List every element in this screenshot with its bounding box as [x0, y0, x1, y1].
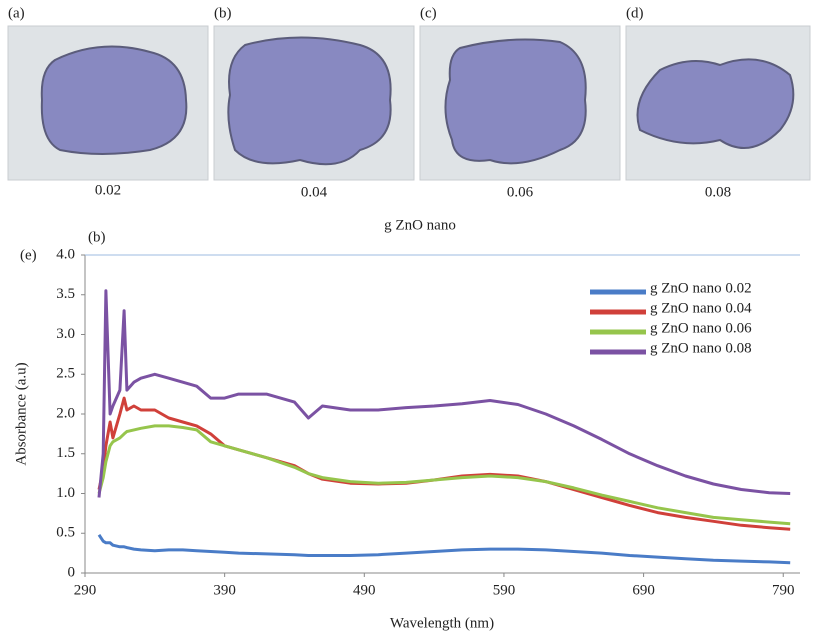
legend-label: g ZnO nano 0.08 — [650, 340, 752, 356]
y-tick-label: 0.5 — [56, 525, 75, 541]
y-tick-label: 0 — [68, 564, 76, 580]
x-tick-label: 790 — [772, 582, 795, 598]
photo-caption: 0.02 — [95, 182, 121, 198]
x-tick-label: 590 — [493, 582, 516, 598]
panel-label: (e) — [20, 247, 37, 263]
subplot-label: (b) — [88, 229, 106, 245]
legend-label: g ZnO nano 0.04 — [650, 300, 752, 316]
film — [42, 47, 187, 154]
photo-label: (d) — [626, 5, 644, 21]
x-tick-label: 390 — [213, 582, 236, 598]
film — [228, 38, 390, 165]
photo-caption: 0.08 — [705, 184, 731, 200]
photo-label: (b) — [214, 5, 232, 21]
photo-label: (c) — [420, 5, 437, 21]
legend-label: g ZnO nano 0.02 — [650, 280, 752, 296]
y-tick-label: 4.0 — [56, 246, 75, 262]
film — [638, 59, 794, 148]
x-tick-label: 490 — [353, 582, 376, 598]
photos-caption: g ZnO nano — [384, 217, 456, 233]
series-line — [99, 535, 790, 563]
film — [445, 40, 585, 164]
y-tick-label: 3.5 — [56, 286, 75, 302]
y-tick-label: 2.0 — [56, 405, 75, 421]
legend-label: g ZnO nano 0.06 — [650, 320, 752, 336]
y-tick-label: 1.0 — [56, 485, 75, 501]
y-tick-label: 1.5 — [56, 445, 75, 461]
photo-caption: 0.04 — [301, 184, 328, 200]
y-tick-label: 2.5 — [56, 366, 75, 382]
photos: (a) (b) (c) (d) 0.02 0.04 0.06 0.08 g Zn… — [8, 5, 810, 233]
x-tick-label: 690 — [632, 582, 655, 598]
photo-caption: 0.06 — [507, 184, 534, 200]
photo-label: (a) — [8, 5, 25, 21]
y-tick-label: 3.0 — [56, 326, 75, 342]
x-axis-label: Wavelength (nm) — [390, 615, 494, 631]
y-axis-label: Absorbance (a.u) — [13, 362, 29, 465]
figure: (a) (b) (c) (d) 0.02 0.04 0.06 0.08 g Zn… — [0, 0, 816, 639]
x-tick-label: 290 — [74, 582, 97, 598]
series-line — [99, 398, 790, 529]
